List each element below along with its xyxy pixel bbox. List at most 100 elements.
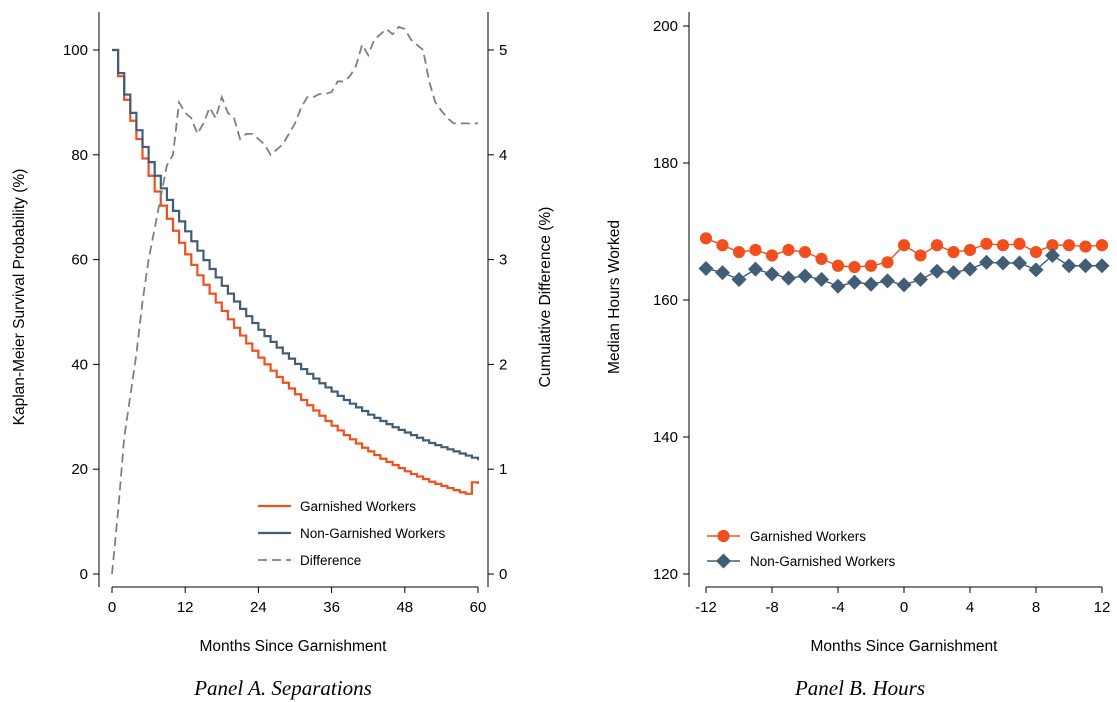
panel-a-left-y-tick-label: 80 bbox=[71, 147, 88, 164]
panel-b-point-non-garnished bbox=[764, 266, 780, 282]
panel-a-x-tick-label: 60 bbox=[470, 599, 487, 616]
panel-b-point-non-garnished bbox=[714, 265, 731, 281]
panel-a-x-tick-label: 12 bbox=[177, 599, 194, 616]
panel-a-title: Panel A. Separations bbox=[193, 676, 372, 700]
panel-a-series-line-non-garnished bbox=[112, 48, 480, 461]
panel-b-point-non-garnished bbox=[962, 261, 978, 277]
panel-b-x-tick-label: -8 bbox=[765, 599, 778, 616]
panel-b-point-garnished bbox=[1062, 239, 1076, 252]
panel-a-legend-label: Garnished Workers bbox=[300, 499, 416, 514]
panel-b-point-non-garnished bbox=[1044, 247, 1061, 263]
panel-b-point-non-garnished bbox=[1061, 258, 1077, 274]
panel-b-point-non-garnished bbox=[945, 265, 962, 281]
panel-b-point-non-garnished bbox=[780, 270, 797, 286]
panel-b-point-garnished bbox=[897, 239, 911, 252]
panel-b-point-non-garnished bbox=[1028, 262, 1044, 278]
panel-a-right-y-tick-label: 3 bbox=[499, 252, 507, 269]
panel-b-point-garnished bbox=[782, 243, 795, 257]
panel-b-point-non-garnished bbox=[830, 278, 846, 294]
panel-b: 120 140 160 180 200 -12 -8 -4 0 4 8 12 Garnished Wo… bbox=[606, 12, 1110, 700]
panel-b-point-garnished bbox=[798, 245, 812, 259]
panel-b-point-non-garnished bbox=[1094, 258, 1110, 274]
panel-b-x-tick-label: -12 bbox=[695, 599, 717, 616]
panel-b-point-non-garnished bbox=[731, 271, 747, 287]
panel-b-x-axis-label: Months Since Garnishment bbox=[811, 638, 999, 655]
panel-b-point-non-garnished bbox=[863, 276, 879, 292]
panel-b-point-garnished bbox=[716, 239, 729, 252]
panel-b-point-garnished bbox=[765, 249, 779, 262]
panel-a-right-y-tick-label: 5 bbox=[499, 42, 507, 59]
panel-b-point-garnished bbox=[914, 249, 927, 262]
panel-a-left-y-tick-label: 40 bbox=[71, 356, 88, 373]
panel-b-x-tick-label: 0 bbox=[900, 599, 908, 616]
panel-b-point-garnished bbox=[848, 261, 861, 274]
panel-a-left-y-tick-label: 100 bbox=[63, 42, 88, 59]
panel-b-y-tick-label: 180 bbox=[653, 155, 678, 172]
panel-a-legend-label: Non-Garnished Workers bbox=[300, 526, 446, 541]
panel-b-point-garnished bbox=[831, 259, 845, 272]
panel-b-point-garnished bbox=[1013, 237, 1026, 250]
panel-b-point-garnished bbox=[980, 237, 993, 250]
panel-b-point-garnished bbox=[996, 239, 1010, 252]
panel-b-point-non-garnished bbox=[747, 261, 764, 277]
panel-a-series-line-difference bbox=[111, 25, 478, 575]
panel-b-point-garnished bbox=[963, 243, 977, 257]
panel-b-point-non-garnished bbox=[846, 274, 863, 290]
panel-b-point-non-garnished bbox=[978, 254, 995, 270]
panel-a-legend: Garnished Workers Non-Garnished Workers Di… bbox=[258, 499, 446, 568]
panel-b-point-garnished bbox=[1029, 245, 1043, 259]
panel-a-right-y-tick-label: 0 bbox=[499, 566, 507, 583]
panel-b-point-non-garnished bbox=[896, 277, 912, 293]
panel-b-legend-label: Non-Garnished Workers bbox=[750, 554, 896, 569]
panel-a-x-tick-label: 0 bbox=[108, 599, 116, 616]
panel-b-point-garnished bbox=[732, 245, 746, 259]
panel-a-legend-label: Difference bbox=[300, 553, 361, 568]
panel-b-point-non-garnished bbox=[1077, 258, 1094, 274]
panel-a-x-axis-label: Months Since Garnishment bbox=[200, 638, 388, 655]
panel-b-point-non-garnished bbox=[797, 268, 813, 284]
panel-a-left-y-axis-label: Kaplan-Meier Survival Probability (%) bbox=[11, 169, 28, 426]
panel-b-point-non-garnished bbox=[929, 263, 945, 279]
panel-b-point-non-garnished bbox=[879, 273, 896, 289]
panel-b-point-garnished bbox=[947, 245, 960, 259]
panel-b-y-tick-label: 160 bbox=[653, 292, 678, 309]
panel-b-point-non-garnished bbox=[995, 255, 1011, 271]
panel-b-legend-swatch-marker bbox=[717, 529, 730, 543]
panel-b-legend-label: Garnished Workers bbox=[750, 529, 866, 544]
panel-b-point-garnished bbox=[815, 252, 828, 265]
panel-a-left-y-tick-label: 0 bbox=[80, 566, 88, 583]
panel-a-left-y-tick-label: 60 bbox=[71, 252, 88, 269]
panel-b-point-non-garnished bbox=[912, 271, 929, 287]
panel-a-right-y-axis-label: Cumulative Difference (%) bbox=[537, 207, 554, 388]
panel-b-x-tick-label: 8 bbox=[1032, 599, 1040, 616]
panel-a-x-tick-label: 36 bbox=[323, 599, 340, 616]
panel-b-legend-swatch-marker bbox=[715, 553, 732, 569]
panel-b-point-garnished bbox=[881, 256, 894, 269]
panel-b-point-garnished bbox=[930, 239, 944, 252]
panel-b-point-garnished bbox=[1079, 240, 1092, 253]
panel-b-point-garnished bbox=[864, 259, 878, 272]
panel-b-point-garnished bbox=[699, 232, 713, 245]
panel-b-point-non-garnished bbox=[698, 260, 714, 276]
panel-b-y-axis-label: Median Hours Worked bbox=[606, 220, 623, 374]
panel-a-left-y-tick-label: 20 bbox=[71, 461, 88, 478]
panel-b-x-tick-label: 4 bbox=[966, 599, 974, 616]
panel-a-right-y-tick-label: 4 bbox=[499, 147, 507, 164]
panel-a-right-y-tick-label: 1 bbox=[499, 461, 507, 478]
panel-b-title: Panel B. Hours bbox=[794, 676, 925, 700]
panel-b-x-tick-label: 12 bbox=[1094, 599, 1111, 616]
panel-b-point-non-garnished bbox=[813, 271, 830, 287]
panel-a-right-y-tick-label: 2 bbox=[499, 356, 507, 373]
panel-b-y-tick-label: 200 bbox=[653, 18, 678, 35]
panel-b-point-garnished bbox=[749, 243, 762, 257]
panel-b-y-tick-label: 140 bbox=[653, 429, 678, 446]
panel-b-point-garnished bbox=[1095, 239, 1109, 252]
panel-a-series-line-garnished bbox=[112, 48, 480, 495]
panel-b-y-tick-label: 120 bbox=[653, 566, 678, 583]
panel-b-point-non-garnished bbox=[1011, 255, 1028, 271]
panel-a-x-tick-label: 24 bbox=[250, 599, 267, 616]
panel-a-x-tick-label: 48 bbox=[396, 599, 413, 616]
panel-b-x-tick-label: -4 bbox=[831, 599, 844, 616]
